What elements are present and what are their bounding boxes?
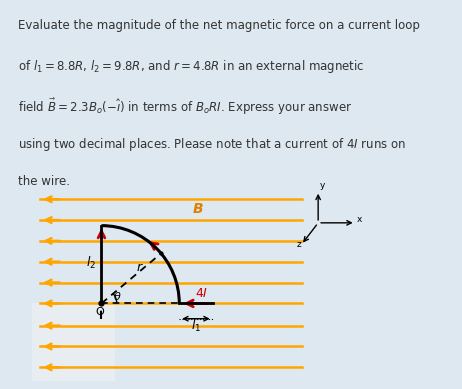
Text: $l_1$: $l_1$ [191, 318, 201, 335]
Text: O: O [96, 307, 104, 317]
Text: Evaluate the magnitude of the net magnetic force on a current loop: Evaluate the magnitude of the net magnet… [18, 19, 420, 32]
Bar [32, 303, 116, 381]
Text: the wire.: the wire. [18, 175, 71, 188]
Text: $l_2$: $l_2$ [86, 255, 96, 272]
Text: z: z [297, 240, 301, 249]
Text: y: y [320, 181, 325, 190]
Text: using two decimal places. Please note that a current of $4I$ runs on: using two decimal places. Please note th… [18, 136, 407, 153]
Text: $4I$: $4I$ [195, 287, 208, 300]
Text: of $l_1 = 8.8R$, $l_2 = 9.8R$, and $r = 4.8R$ in an external magnetic: of $l_1 = 8.8R$, $l_2 = 9.8R$, and $r = … [18, 58, 365, 75]
Text: B: B [193, 202, 204, 216]
Text: field $\vec{B} = 2.3B_o(-\hat{\imath})$ in terms of $B_oRI$. Express your answer: field $\vec{B} = 2.3B_o(-\hat{\imath})$ … [18, 97, 353, 117]
Text: $r$: $r$ [136, 261, 144, 274]
Text: $\theta$: $\theta$ [113, 290, 122, 302]
Text: x: x [357, 215, 362, 224]
